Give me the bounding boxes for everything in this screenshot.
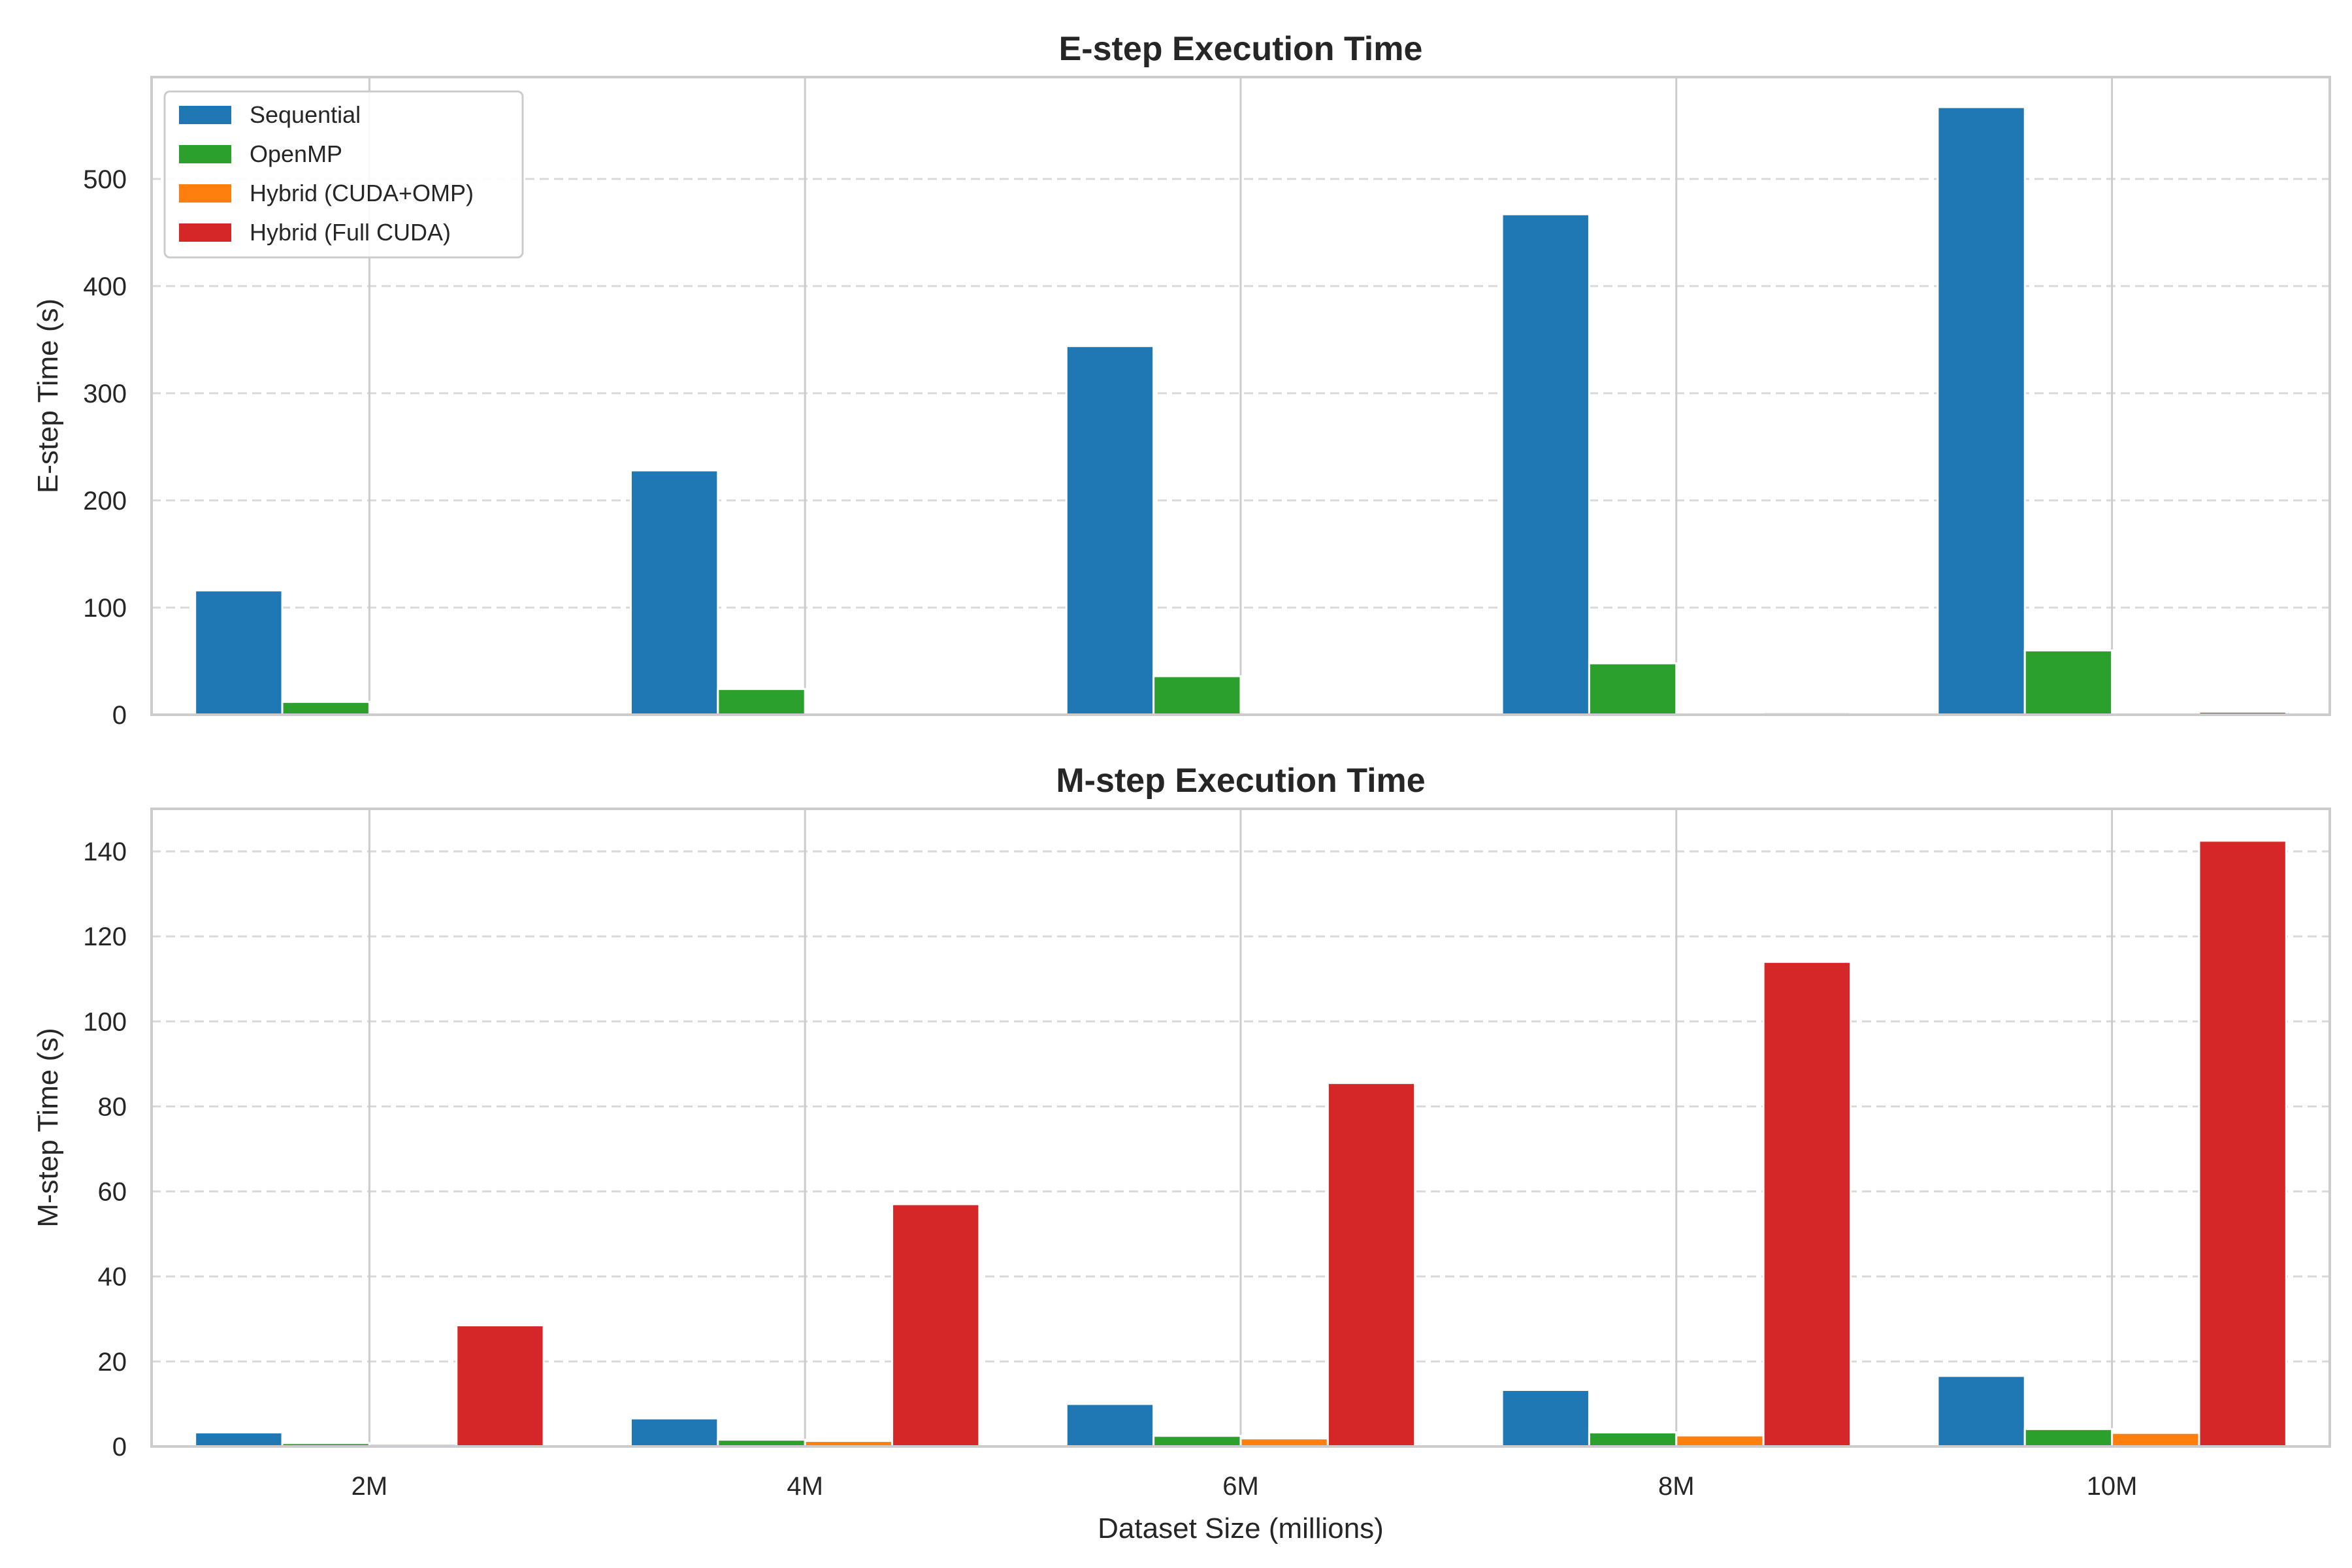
y-tick-label: 100 bbox=[83, 1007, 127, 1036]
y-tick-label: 40 bbox=[98, 1263, 127, 1292]
bar-hybrid-full-cuda-2m bbox=[455, 1324, 545, 1448]
y-tick-label: 500 bbox=[83, 165, 127, 194]
chart-title: E-step Execution Time bbox=[1059, 30, 1423, 68]
bar-openmp-4m bbox=[717, 688, 806, 716]
y-axis-label: E-step Time (s) bbox=[32, 299, 64, 493]
y-tick-label: 200 bbox=[83, 487, 127, 515]
bar-openmp-10m bbox=[2023, 649, 2114, 716]
bar-hybrid-cuda-omp-8m bbox=[1675, 1434, 1765, 1448]
legend-swatch bbox=[179, 145, 231, 163]
legend-entry: OpenMP bbox=[250, 140, 342, 167]
bar-sequential-8m bbox=[1501, 213, 1590, 716]
bar-sequential-4m bbox=[629, 469, 719, 716]
bar-openmp-6m bbox=[1152, 1435, 1242, 1448]
y-tick-label: 140 bbox=[83, 838, 127, 866]
bar-sequential-8m bbox=[1501, 1388, 1590, 1448]
legend-entry: Hybrid (CUDA+OMP) bbox=[250, 180, 474, 206]
bar-hybrid-full-cuda-10m bbox=[2198, 840, 2287, 1448]
e-step-chart: 0 100 200 300 400 500 E-step Execution Time E-s… bbox=[32, 30, 2331, 730]
x-tick-label: 4M bbox=[787, 1472, 823, 1501]
bar-sequential-4m bbox=[629, 1417, 719, 1448]
y-tick-label: 0 bbox=[112, 701, 127, 730]
x-tick-label: 8M bbox=[1658, 1472, 1695, 1501]
plot-frame bbox=[150, 76, 2331, 716]
y-tick-label: 60 bbox=[98, 1178, 127, 1207]
y-tick-label: 120 bbox=[83, 923, 127, 951]
y-tick-label: 20 bbox=[98, 1348, 127, 1377]
bar-hybrid-full-cuda-8m bbox=[1762, 960, 1852, 1448]
bar-openmp-10m bbox=[2023, 1428, 2114, 1448]
bar-sequential-2m bbox=[194, 1431, 284, 1448]
bar-hybrid-full-cuda-6m bbox=[1326, 1082, 1416, 1448]
x-tick-label: 6M bbox=[1222, 1472, 1259, 1501]
bar-sequential-2m bbox=[194, 589, 284, 716]
legend-swatch bbox=[179, 184, 231, 203]
bar-openmp-8m bbox=[1588, 1431, 1678, 1448]
x-axis-label: Dataset Size (millions) bbox=[1098, 1512, 1384, 1544]
x-tick-label: 2M bbox=[351, 1472, 388, 1501]
bar-sequential-10m bbox=[1936, 1375, 2026, 1448]
y-tick-label: 400 bbox=[83, 272, 127, 301]
legend-swatch bbox=[179, 223, 231, 242]
x-tick-label: 10M bbox=[2087, 1472, 2138, 1501]
legend-box bbox=[163, 90, 524, 259]
bar-sequential-6m bbox=[1065, 1403, 1155, 1448]
legend-entry: Hybrid (Full CUDA) bbox=[250, 219, 451, 246]
bar-hybrid-cuda-omp-10m bbox=[2111, 1431, 2200, 1448]
legend-swatch bbox=[179, 106, 231, 124]
bar-hybrid-full-cuda-4m bbox=[891, 1203, 981, 1448]
legend-entry: Sequential bbox=[250, 101, 361, 128]
bar-openmp-6m bbox=[1152, 675, 1242, 716]
chart-title: M-step Execution Time bbox=[1056, 762, 1425, 800]
y-tick-label: 0 bbox=[112, 1433, 127, 1462]
y-tick-label: 80 bbox=[98, 1092, 127, 1121]
plot-frame bbox=[150, 808, 2331, 1448]
bar-openmp-8m bbox=[1588, 662, 1678, 716]
bar-openmp-2m bbox=[281, 700, 370, 716]
y-tick-label: 300 bbox=[83, 380, 127, 408]
bar-sequential-10m bbox=[1936, 106, 2026, 716]
bar-sequential-6m bbox=[1065, 345, 1155, 716]
m-step-chart: 0 20 40 60 80 100 120 140 2M 4M 6M 8M 10M Dataset Siz… bbox=[32, 762, 2331, 1544]
y-tick-label: 100 bbox=[83, 594, 127, 623]
y-axis-label: M-step Time (s) bbox=[32, 1028, 64, 1228]
legend: Sequential OpenMP Hybrid (CUDA+OMP) Hybrid … bbox=[163, 90, 524, 259]
